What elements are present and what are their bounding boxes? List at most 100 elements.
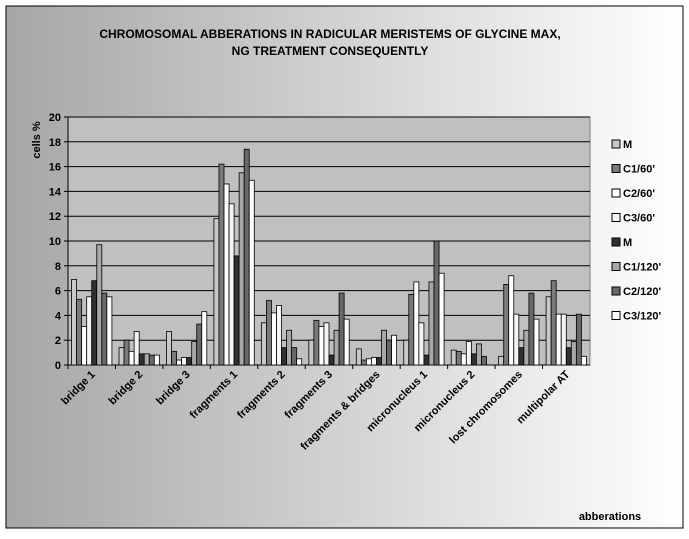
y-tick-label: 18 — [49, 137, 61, 149]
bar — [281, 347, 287, 366]
bar — [201, 311, 208, 366]
bar — [343, 318, 350, 366]
bar — [96, 244, 103, 366]
y-tick-label: 10 — [49, 236, 61, 248]
bar — [545, 296, 552, 366]
legend-swatch — [611, 139, 621, 149]
bar — [508, 275, 515, 366]
bar — [580, 355, 587, 366]
bar — [106, 296, 113, 366]
bar — [228, 203, 235, 366]
legend-swatch — [611, 237, 621, 247]
bar — [386, 339, 392, 366]
bar — [565, 347, 572, 366]
legend-swatch — [611, 311, 621, 320]
bar — [450, 349, 457, 366]
bar — [533, 318, 540, 366]
bar — [171, 350, 177, 366]
bar — [138, 353, 145, 366]
bar — [71, 279, 78, 366]
bar — [243, 148, 250, 366]
bar — [365, 358, 372, 366]
bar — [360, 359, 367, 366]
bar — [560, 313, 567, 366]
bar — [128, 350, 135, 366]
chart-title: NG TREATMENT CONSEQUENTLY — [232, 44, 429, 58]
bar — [86, 296, 93, 366]
bar — [91, 280, 98, 366]
bar — [555, 313, 562, 366]
bar — [101, 292, 108, 366]
bar — [418, 322, 425, 366]
legend-label: C1/120' — [623, 262, 661, 274]
legend-label: M — [623, 139, 632, 151]
bar — [318, 326, 325, 366]
legend-label: M — [623, 237, 632, 249]
bar — [143, 353, 150, 366]
bar — [218, 163, 225, 366]
bar — [455, 350, 462, 366]
bar — [428, 281, 435, 366]
bar — [260, 322, 267, 366]
legend-label: C3/60' — [623, 213, 655, 225]
legend-swatch — [611, 213, 621, 222]
y-tick-label: 14 — [49, 186, 62, 198]
bar — [181, 357, 188, 366]
bar — [233, 255, 240, 366]
bar — [503, 283, 510, 366]
bar — [118, 347, 125, 366]
chart-title: CHROMOSOMAL ABBERATIONS IN RADICULAR MER… — [99, 27, 560, 41]
bar — [276, 305, 282, 366]
legend-label: C2/60' — [623, 188, 655, 200]
bar — [481, 355, 487, 366]
bar — [460, 353, 467, 366]
bar — [223, 183, 230, 366]
bar — [371, 357, 377, 366]
bar — [575, 313, 582, 366]
bar — [333, 329, 340, 366]
bar — [196, 323, 203, 366]
bar — [238, 172, 245, 366]
legend-swatch — [611, 164, 621, 173]
bar — [465, 341, 472, 366]
bar — [355, 348, 362, 366]
bar — [186, 357, 193, 366]
y-tick-label: 20 — [49, 112, 61, 124]
bar — [291, 347, 298, 366]
bar — [408, 293, 415, 366]
bar — [498, 355, 505, 366]
bar — [176, 359, 182, 366]
bar — [328, 354, 335, 366]
bar — [381, 329, 387, 366]
bar — [376, 357, 382, 366]
bar — [470, 353, 477, 366]
y-tick-label: 4 — [55, 310, 62, 322]
legend-swatch — [611, 286, 621, 296]
bar — [313, 319, 320, 366]
bar — [133, 331, 140, 366]
x-axis-label: abberations — [579, 511, 641, 523]
legend-label: C1/60' — [623, 164, 655, 176]
legend-label: C2/120' — [623, 286, 661, 298]
bar — [570, 341, 577, 366]
bar — [308, 339, 315, 366]
bar — [338, 292, 345, 366]
bar — [286, 329, 293, 366]
legend-label: C3/120' — [623, 311, 661, 323]
y-tick-label: 16 — [49, 162, 61, 174]
bar — [166, 331, 172, 366]
y-tick-label: 2 — [55, 335, 61, 347]
bar — [528, 292, 535, 366]
bar — [476, 343, 482, 366]
y-tick-label: 12 — [49, 211, 61, 223]
bar — [148, 354, 155, 366]
bar — [266, 300, 272, 366]
y-tick-label: 8 — [55, 261, 61, 273]
bar — [153, 354, 160, 366]
bar — [391, 334, 398, 366]
y-tick-label: 0 — [55, 360, 61, 372]
bar — [438, 272, 445, 366]
bar — [123, 339, 130, 366]
bar — [81, 326, 88, 366]
